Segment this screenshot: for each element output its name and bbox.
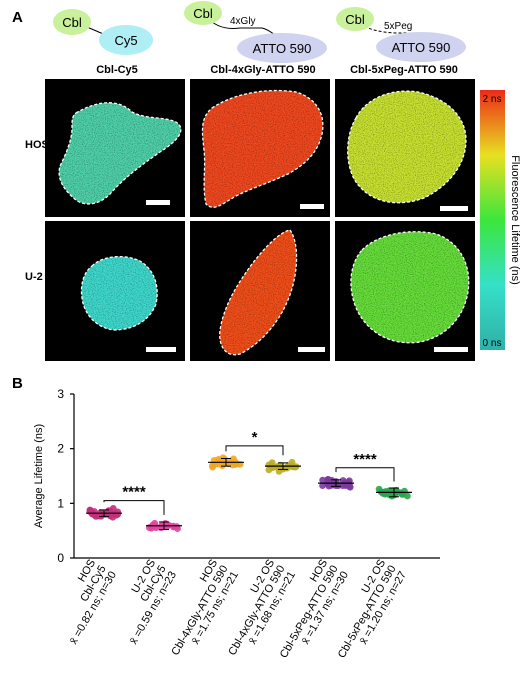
data-point	[114, 508, 122, 516]
data-point	[209, 463, 217, 471]
atto-text: ATTO 590	[253, 41, 312, 56]
x-tick-labels: HOSCbl-Cy5x̄ =0.82 ns; n=30 U-2 OSCbl-Cy5…	[47, 558, 409, 661]
cell-outline	[201, 89, 324, 208]
cy5-bubble	[99, 25, 153, 55]
data-point	[174, 525, 181, 533]
cell-u2os-5xpeg	[350, 231, 469, 343]
x-tick-label: HOSCbl-Cy5x̄ =0.82 ns; n=30	[47, 558, 119, 647]
significance-bracket	[103, 500, 165, 515]
significance-bracket	[335, 467, 395, 482]
cell-outline	[219, 229, 298, 356]
data-point	[401, 487, 408, 495]
colorbar-title: Fluorescence Lifetime (ns)	[509, 155, 520, 285]
column-header-5xpeg: Cbl-5xPeg-ATTO 590	[350, 64, 458, 76]
atto-bubble	[376, 32, 466, 62]
significance-label: ****	[353, 451, 377, 468]
construct-4xgly: ATTO 590 Cbl 4xGly	[184, 1, 327, 63]
y-tick-label: 2	[57, 442, 64, 456]
significance-brackets: *********	[103, 429, 395, 515]
cy5-text: Cy5	[114, 33, 137, 48]
series-5	[375, 485, 412, 500]
data-point	[319, 476, 327, 484]
y-tick-label: 1	[57, 496, 64, 510]
cell-outline	[347, 90, 467, 204]
y-ticks: 0 1 2 3	[57, 387, 74, 565]
significance-bracket	[225, 445, 284, 456]
series-0	[86, 505, 122, 521]
y-axis-label: Average Lifetime (ns)	[33, 424, 45, 528]
atto-text: ATTO 590	[392, 40, 451, 55]
cbl-text: Cbl	[193, 6, 213, 21]
scale-bar	[434, 347, 468, 352]
significance-label: *	[252, 429, 258, 446]
scale-bar	[300, 204, 324, 209]
colorbar	[480, 90, 505, 350]
significance-label: ****	[122, 484, 146, 501]
column-header-4xgly: Cbl-4xGly-ATTO 590	[210, 64, 315, 76]
data-point	[269, 464, 277, 471]
series-2	[208, 454, 244, 471]
data-point	[289, 463, 296, 471]
cell-outline	[350, 231, 470, 344]
cell-u2os-4xgly	[219, 230, 297, 355]
series-1	[145, 519, 182, 533]
cbl-text: Cbl	[62, 15, 82, 30]
column-header-cy5: Cbl-Cy5	[96, 64, 138, 76]
linker-label: 4xGly	[230, 16, 256, 27]
colorbar-max-label: 2 ns	[483, 94, 502, 105]
series-3	[265, 458, 301, 475]
data-points	[86, 454, 412, 533]
cbl-text: Cbl	[345, 12, 365, 27]
data-point	[268, 459, 276, 467]
series-4	[318, 476, 354, 491]
data-point	[375, 485, 383, 493]
cell-hos-cy5	[59, 102, 181, 204]
cell-hos-5xpeg	[347, 91, 466, 203]
scale-bar	[146, 200, 170, 205]
data-point	[324, 478, 332, 485]
construct-cy5: Cbl Cy5	[53, 9, 153, 55]
atto-bubble	[237, 33, 327, 63]
scale-bar	[146, 347, 176, 352]
data-point	[221, 455, 229, 463]
scale-bar	[298, 347, 325, 352]
y-tick-label: 0	[57, 551, 64, 565]
data-point	[96, 512, 104, 520]
y-tick-label: 3	[57, 387, 64, 401]
construct-5xpeg: ATTO 590 Cbl 5xPeg	[336, 7, 466, 62]
cell-outline	[58, 102, 182, 205]
cbl-bubble	[53, 9, 91, 35]
data-point	[105, 507, 113, 515]
linker-label: 5xPeg	[384, 21, 412, 32]
colorbar-min-label: 0 ns	[483, 338, 502, 349]
cbl-bubble	[184, 1, 222, 25]
cell-u2os-cy5	[81, 256, 158, 330]
scale-bar	[440, 206, 468, 211]
data-point	[109, 513, 117, 521]
cell-hos-4xgly	[202, 90, 323, 208]
cbl-bubble	[336, 7, 374, 31]
image-grid	[45, 79, 475, 361]
data-point	[229, 461, 237, 469]
data-point	[319, 482, 326, 489]
panel-b-label: B	[12, 375, 23, 392]
row-label-hos: HOS	[25, 139, 49, 151]
panel-a-label: A	[12, 9, 23, 26]
x-tick-label: U-2 OSCbl-Cy5x̄ =0.59 ns; n=23	[107, 558, 179, 647]
